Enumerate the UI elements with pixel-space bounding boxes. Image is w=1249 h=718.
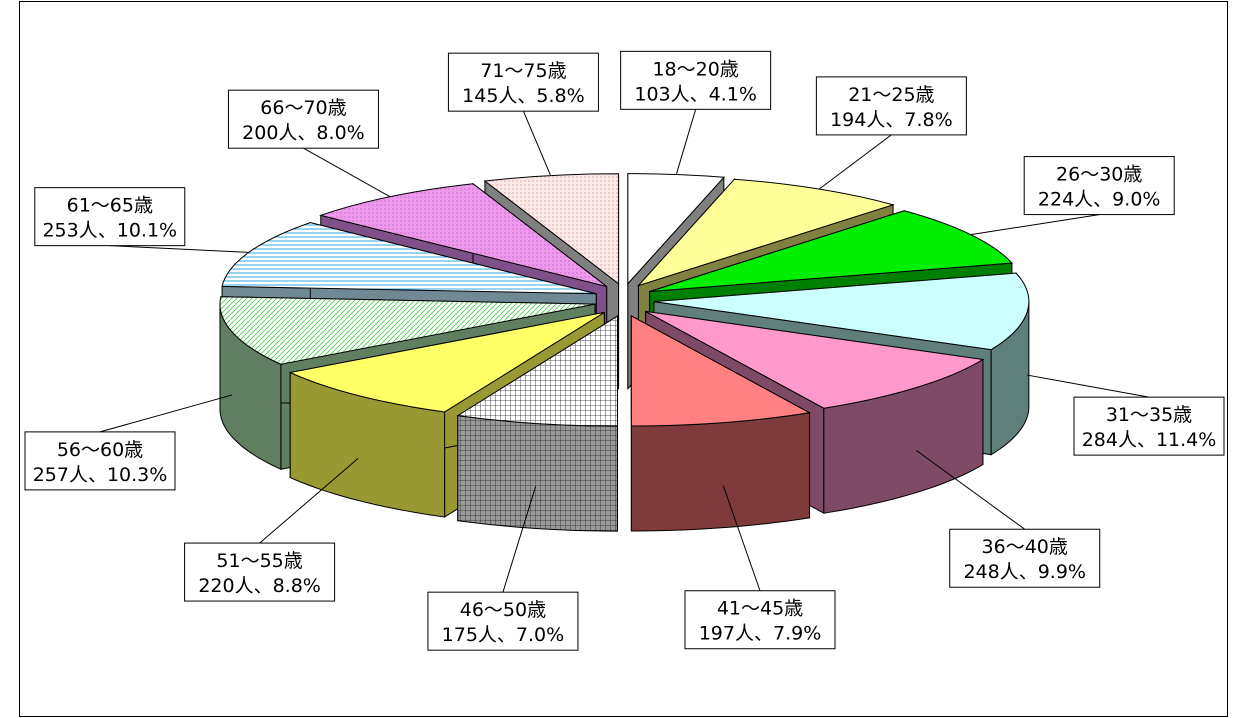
pie-slice-5 <box>630 315 812 532</box>
leader-line-7 <box>259 458 359 544</box>
label-value-5: 197人、7.9% <box>699 623 822 645</box>
label-category-4: 36～40歳 <box>982 536 1068 558</box>
label-value-3: 284人、11.4% <box>1082 429 1217 451</box>
data-label-10: 66～70歳 200人、8.0% <box>227 89 379 149</box>
label-category-6: 46～50歳 <box>460 599 546 621</box>
data-label-7: 51～55歳 220人、8.8% <box>184 542 336 602</box>
label-value-10: 200人、8.0% <box>242 122 365 144</box>
label-value-0: 103人、4.1% <box>634 83 757 105</box>
label-category-5: 41～45歳 <box>717 598 803 620</box>
data-label-4: 36～40歳 248人、9.9% <box>949 528 1101 588</box>
label-category-0: 18～20歳 <box>652 58 738 80</box>
label-value-8: 257人、10.3% <box>33 464 168 486</box>
leader-line-10 <box>303 147 391 198</box>
label-value-6: 175人、7.0% <box>442 624 565 646</box>
label-category-1: 21～25歳 <box>848 84 934 106</box>
label-value-11: 145人、5.8% <box>462 85 585 107</box>
label-category-10: 66～70歳 <box>260 97 346 119</box>
leader-line-5 <box>722 485 761 591</box>
data-label-8: 56～60歳 257人、10.3% <box>24 431 176 491</box>
label-category-11: 71～75歳 <box>480 60 566 82</box>
label-category-8: 56～60歳 <box>57 439 143 461</box>
data-label-3: 31～35歳 284人、11.4% <box>1073 396 1225 456</box>
label-value-9: 253人、10.1% <box>42 220 177 242</box>
label-category-9: 61～65歳 <box>67 195 153 217</box>
data-label-9: 61～65歳 253人、10.1% <box>34 187 186 247</box>
leader-line-3 <box>1027 374 1150 398</box>
label-category-7: 51～55歳 <box>216 550 302 572</box>
pie-slice-6 <box>456 315 618 532</box>
label-value-4: 248人、9.9% <box>963 561 1086 583</box>
label-value-7: 220人、8.8% <box>198 575 321 597</box>
leader-line-2 <box>970 214 1100 236</box>
leader-line-11 <box>522 110 552 176</box>
leader-line-1 <box>818 134 892 190</box>
data-label-0: 18～20歳 103人、4.1% <box>620 50 772 110</box>
label-category-2: 26～30歳 <box>1056 164 1142 186</box>
leader-line-4 <box>916 450 1026 530</box>
data-label-11: 71～75歳 145人、5.8% <box>447 52 599 112</box>
data-label-1: 21～25歳 194人、7.8% <box>815 76 967 136</box>
label-category-3: 31～35歳 <box>1106 404 1192 426</box>
data-label-2: 26～30歳 224人、9.0% <box>1023 156 1175 216</box>
label-value-1: 194人、7.8% <box>830 109 953 131</box>
leader-line-6 <box>502 486 537 593</box>
leader-line-8 <box>99 394 233 433</box>
leader-line-9 <box>109 245 249 253</box>
leader-line-0 <box>675 109 697 175</box>
label-value-2: 224人、9.0% <box>1038 189 1161 211</box>
data-label-5: 41～45歳 197人、7.9% <box>684 590 836 650</box>
data-label-6: 46～50歳 175人、7.0% <box>427 591 579 651</box>
